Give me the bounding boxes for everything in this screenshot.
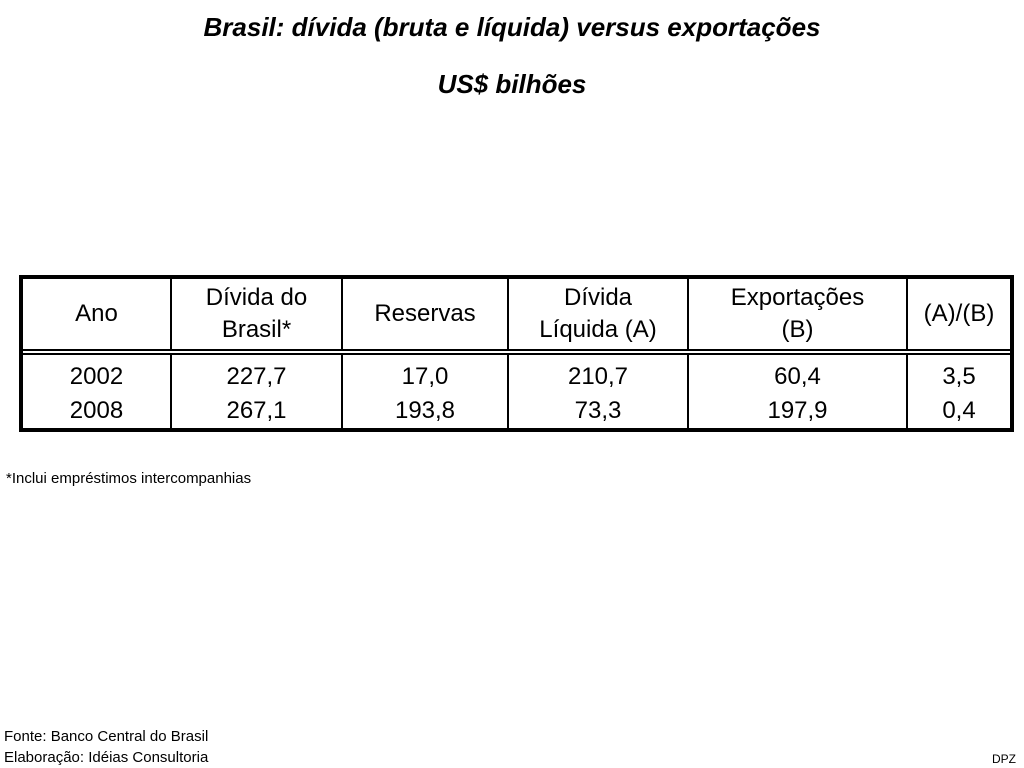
cell-ratio: 3,5	[906, 352, 1010, 394]
corner-label: DPZ	[992, 752, 1016, 766]
data-table: Ano Dívida do Brasil* Reservas Dívida Lí…	[23, 279, 1010, 428]
header-divida-liquida: Dívida Líquida (A)	[507, 279, 688, 355]
header-text: (A)/(B)	[923, 300, 995, 327]
cell-reservas: 193,8	[341, 393, 508, 428]
cell-divida-do-brasil: 267,1	[170, 393, 342, 428]
header-reservas: Reservas	[341, 279, 508, 355]
page-subtitle: US$ bilhões	[437, 69, 587, 99]
cell-exportacoes: 197,9	[687, 393, 907, 428]
header-ano: Ano	[23, 279, 171, 355]
header-text: Reservas	[374, 300, 476, 327]
cell-ratio: 0,4	[906, 393, 1010, 428]
header-text: Dívida	[563, 284, 633, 311]
table-row: 2008 267,1 193,8 73,3 197,9 0,4	[23, 393, 1010, 428]
source-block: Fonte: Banco Central do Brasil Elaboraçã…	[4, 726, 208, 768]
header-text: Dívida do	[205, 284, 308, 311]
data-table-frame: Ano Dívida do Brasil* Reservas Dívida Lí…	[19, 275, 1014, 432]
header-exportacoes: Exportações (B)	[687, 279, 907, 355]
header-ratio: (A)/(B)	[906, 279, 1010, 355]
cell-divida-liquida: 73,3	[507, 393, 688, 428]
table-row: 2002 227,7 17,0 210,7 60,4 3,5	[23, 352, 1010, 394]
cell-exportacoes: 60,4	[687, 352, 907, 394]
header-text: Líquida (A)	[539, 316, 657, 343]
cell-divida-do-brasil: 227,7	[170, 352, 342, 394]
cell-ano: 2002	[69, 362, 124, 390]
header-divida-do-brasil: Dívida do Brasil*	[170, 279, 342, 355]
header-text: Exportações	[730, 284, 865, 311]
header-text: Ano	[75, 300, 118, 327]
footnote: *Inclui empréstimos intercompanhias	[6, 470, 252, 487]
cell-ano: 2008	[69, 397, 124, 425]
page-title: Brasil: dívida (bruta e líquida) versus …	[203, 12, 821, 42]
table-header-row: Ano Dívida do Brasil* Reservas Dívida Lí…	[23, 279, 1010, 355]
cell-divida-liquida: 210,7	[507, 352, 688, 394]
header-text: Brasil*	[221, 316, 292, 343]
source-line: Fonte: Banco Central do Brasil	[4, 728, 209, 745]
cell-reservas: 17,0	[341, 352, 508, 394]
header-text: (B)	[781, 316, 814, 343]
credit-line: Elaboração: Idéias Consultoria	[4, 749, 209, 766]
